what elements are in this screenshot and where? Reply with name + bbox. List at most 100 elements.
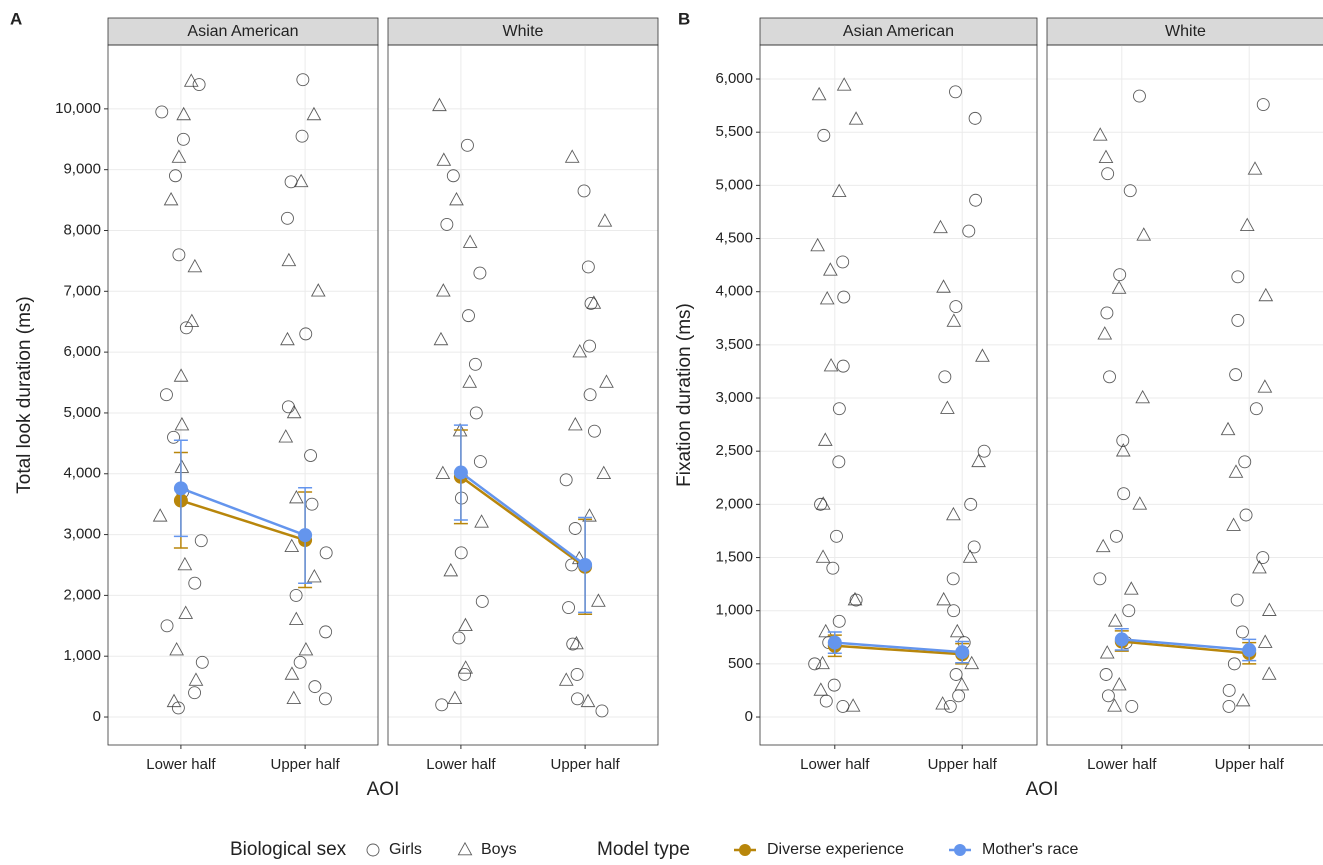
point — [599, 374, 614, 388]
point — [564, 149, 580, 163]
point — [938, 370, 952, 384]
point — [449, 191, 464, 206]
point — [318, 692, 332, 706]
model-line — [1121, 640, 1250, 655]
point — [935, 696, 951, 710]
point — [1099, 645, 1115, 659]
model-point — [955, 645, 970, 660]
point — [832, 614, 846, 628]
x-tick-label: Upper half — [1215, 756, 1285, 773]
point — [169, 641, 184, 656]
point — [475, 595, 489, 608]
point — [583, 339, 597, 353]
point — [952, 689, 966, 703]
legend-key — [954, 844, 966, 856]
point — [1103, 370, 1116, 384]
point — [584, 297, 598, 310]
point — [433, 331, 449, 346]
panel-label: B — [678, 9, 690, 28]
y-tick-label: 0 — [93, 708, 101, 725]
point — [306, 106, 322, 121]
point — [184, 313, 200, 327]
point — [1117, 487, 1131, 501]
point — [936, 279, 951, 293]
point — [947, 604, 961, 618]
y-tick-label: 1,000 — [63, 647, 101, 664]
point — [194, 534, 208, 548]
point — [308, 680, 322, 694]
point — [304, 449, 318, 462]
point — [1101, 689, 1115, 703]
point — [298, 641, 314, 656]
point — [1099, 668, 1113, 681]
point — [286, 404, 302, 419]
point — [1257, 634, 1273, 648]
point — [837, 290, 851, 304]
x-axis-title: AOI — [1026, 779, 1059, 800]
point — [964, 497, 978, 511]
point — [836, 77, 852, 91]
point — [1107, 698, 1122, 712]
point — [177, 556, 193, 571]
point — [940, 400, 955, 414]
point — [1123, 184, 1137, 198]
point — [173, 368, 189, 382]
point — [432, 97, 447, 112]
point — [163, 191, 179, 206]
model-point — [453, 465, 468, 480]
point — [452, 631, 466, 645]
point — [296, 73, 310, 87]
point — [815, 496, 831, 510]
point — [946, 506, 961, 521]
facet-label: Asian American — [187, 23, 298, 40]
model-line — [460, 471, 586, 566]
point — [827, 678, 841, 692]
x-tick-label: Lower half — [800, 756, 870, 773]
point — [289, 489, 304, 504]
y-tick-label: 6,000 — [63, 343, 101, 360]
point — [1109, 529, 1123, 543]
point — [435, 465, 451, 480]
x-tick-label: Lower half — [146, 756, 216, 773]
point — [595, 704, 609, 718]
y-tick-label: 7,000 — [63, 282, 101, 299]
point — [1256, 551, 1270, 564]
point — [435, 698, 449, 712]
point — [281, 211, 294, 225]
point — [469, 406, 483, 420]
y-tick-label: 2,000 — [63, 586, 101, 603]
model-line — [460, 475, 586, 568]
point — [1122, 604, 1136, 618]
point — [967, 540, 981, 554]
x-tick-label: Upper half — [270, 756, 340, 773]
point — [943, 699, 957, 713]
point — [565, 558, 579, 572]
point — [1229, 368, 1243, 382]
y-tick-label: 9,000 — [63, 161, 101, 178]
point — [1111, 677, 1127, 691]
point — [580, 693, 596, 708]
point — [179, 321, 193, 335]
y-tick-label: 6,000 — [715, 70, 753, 87]
x-tick-label: Lower half — [1087, 756, 1157, 773]
point — [468, 357, 482, 371]
point — [160, 619, 174, 633]
point — [581, 260, 595, 274]
point — [366, 843, 380, 857]
point — [1228, 464, 1244, 478]
facet-strip — [759, 17, 1038, 46]
point — [286, 690, 302, 705]
point — [597, 213, 613, 227]
point — [299, 327, 313, 341]
point — [558, 672, 574, 686]
facet-strip — [387, 17, 659, 46]
point — [568, 522, 582, 535]
point — [310, 283, 326, 297]
point — [949, 300, 963, 314]
model-line — [834, 641, 963, 654]
point — [171, 701, 185, 715]
model-point — [173, 481, 188, 496]
point — [168, 169, 182, 183]
point — [1123, 581, 1139, 595]
point — [183, 73, 199, 87]
